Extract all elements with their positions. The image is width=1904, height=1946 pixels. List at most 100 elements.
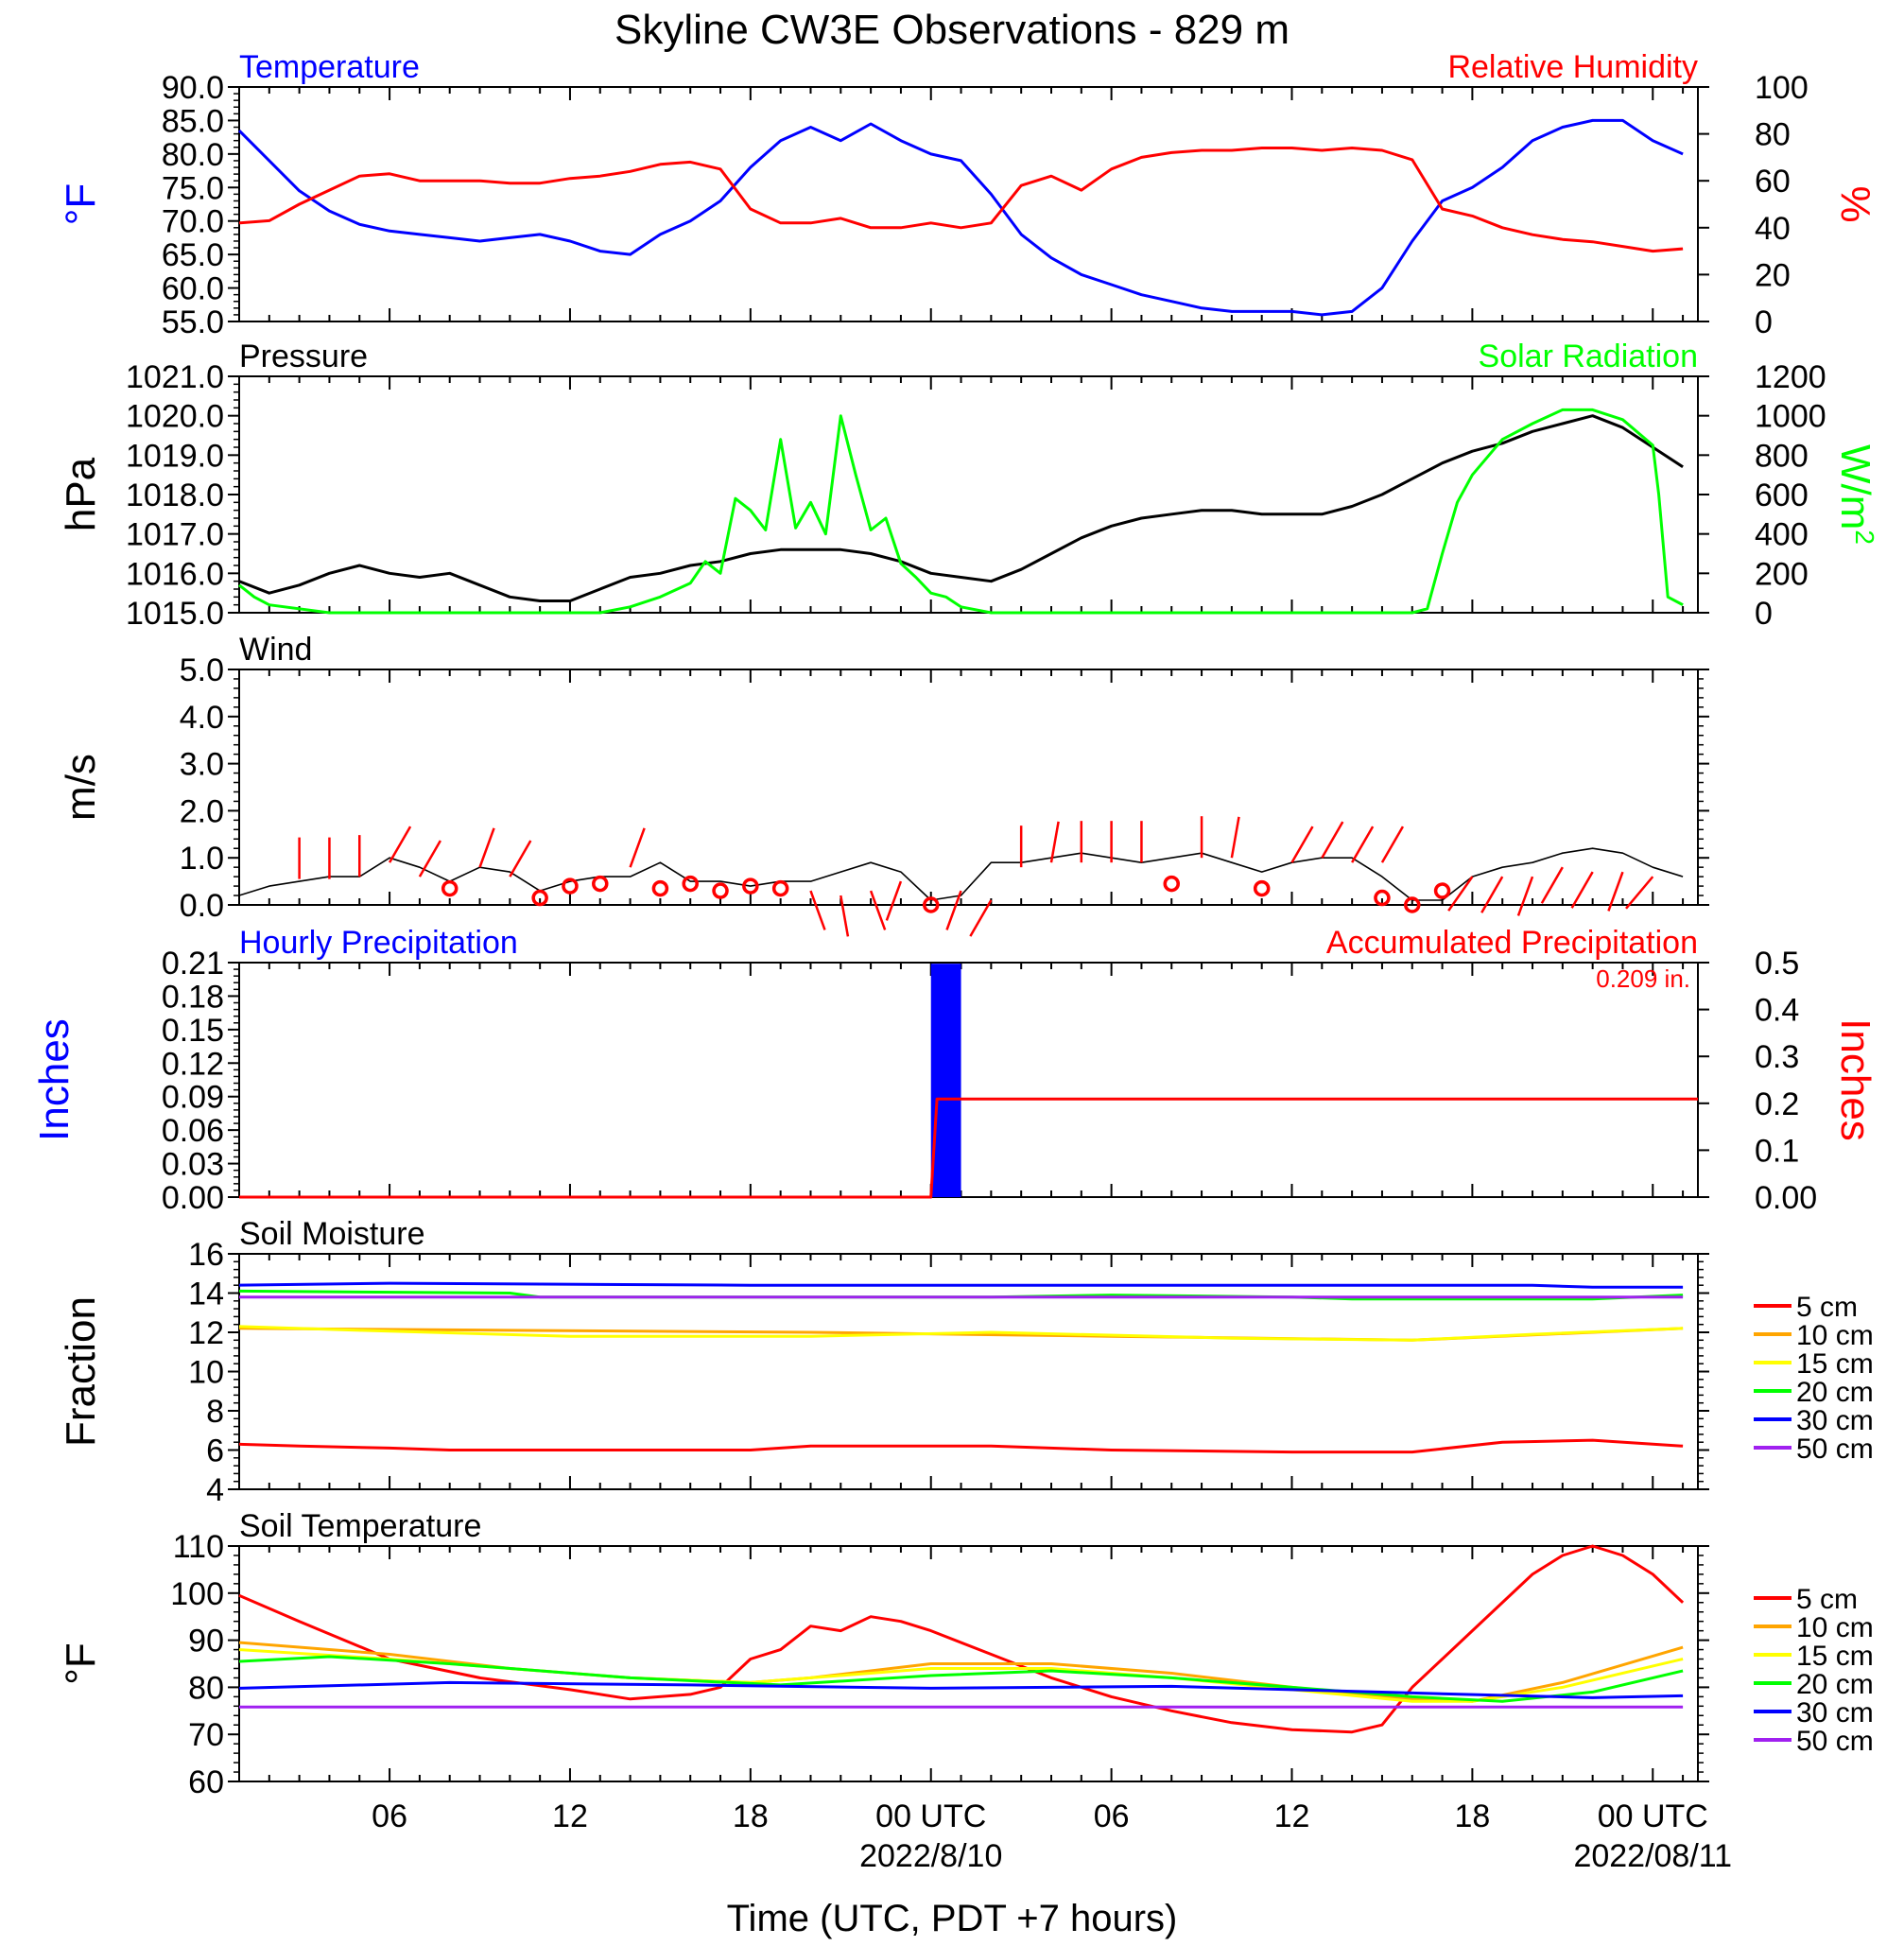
wind-barb — [1516, 876, 1534, 916]
wind-barb — [1380, 825, 1405, 863]
plot-frame — [238, 669, 1699, 906]
calm-wind-marker — [592, 875, 609, 893]
y-left-tick-label: 70.0 — [162, 204, 224, 240]
legend-label: 15 cm — [1796, 1348, 1874, 1380]
y-left-tick-label: 0.21 — [162, 946, 224, 982]
wind-barb — [1480, 876, 1504, 913]
y-left-axis-label: hPa — [58, 457, 104, 531]
x-tick-label: 00 UTC — [1598, 1798, 1708, 1834]
calm-wind-marker — [771, 879, 789, 897]
legend-label: 20 cm — [1796, 1669, 1874, 1700]
wind-barb — [418, 840, 441, 877]
y-left-tick-label: 1015.0 — [126, 596, 224, 632]
legend-label: 15 cm — [1796, 1641, 1874, 1672]
y-left-tick-label: 55.0 — [162, 304, 224, 340]
y-left-axis-label: m/s — [58, 754, 104, 821]
legend-label: 50 cm — [1796, 1433, 1874, 1465]
y-left-tick-label: 5.0 — [180, 652, 224, 688]
series-relative-humidity — [238, 147, 1684, 253]
y-left-tick-label: 2.0 — [180, 793, 224, 829]
wind-barb — [1321, 821, 1344, 859]
accum-total-annotation: 0.209 in. — [1596, 964, 1690, 993]
panel-temp_rh: 55.060.065.070.075.080.085.090.0 0 20 40 60 8… — [58, 49, 1878, 340]
plot-frame — [238, 1253, 1699, 1490]
y-left-tick-label: 0.03 — [162, 1147, 224, 1183]
y-left-tick-label: 10 — [188, 1355, 224, 1391]
y-right-tick-label: 0 — [1755, 304, 1773, 340]
y-left-tick-label: 110 — [173, 1529, 224, 1565]
y-left-axis-label: °F — [58, 1642, 104, 1684]
calm-wind-marker — [712, 882, 729, 899]
calm-wind-marker — [922, 896, 940, 913]
y-right-tick-label: 0.2 — [1755, 1086, 1799, 1122]
chart-title: Skyline CW3E Observations - 829 m — [614, 7, 1290, 53]
series-20-cm — [238, 1289, 1684, 1301]
calm-wind-marker — [531, 889, 548, 907]
y-right-tick-label: 80 — [1755, 117, 1791, 153]
y-right-tick-label: 0 — [1755, 596, 1773, 632]
legend-label: 10 cm — [1796, 1612, 1874, 1643]
wind-barb — [1230, 816, 1240, 859]
y-left-tick-label: 4.0 — [180, 700, 224, 736]
legend-label: 50 cm — [1796, 1726, 1874, 1757]
plot-frame — [238, 86, 1699, 322]
y-left-tick-label: 1.0 — [180, 841, 224, 877]
legend-label: 30 cm — [1796, 1405, 1874, 1436]
y-left-tick-label: 0.15 — [162, 1013, 224, 1049]
panel-precip: 0.000.030.060.090.120.150.180.210.000.10… — [31, 925, 1878, 1216]
y-left-tick-label: 1018.0 — [126, 478, 224, 513]
x-tick-label: 18 — [1454, 1798, 1490, 1834]
y-left-tick-label: 80 — [188, 1670, 224, 1706]
panel-wind: 0.0 1.0 2.0 3.0 4.0 5.0 Wind m/s — [58, 632, 1709, 937]
wind-barb — [885, 880, 903, 921]
x-date-label: 2022/08/11 — [1573, 1838, 1732, 1874]
y-left-tick-label: 14 — [188, 1277, 224, 1312]
calm-wind-marker — [651, 879, 669, 897]
calm-wind-marker — [1163, 875, 1180, 893]
x-tick-label: 06 — [372, 1798, 407, 1834]
legend-label: 5 cm — [1796, 1584, 1858, 1615]
series-20-cm — [238, 1655, 1684, 1703]
x-tick-label: 06 — [1094, 1798, 1130, 1834]
legend-label: 30 cm — [1796, 1697, 1874, 1729]
plot-frame — [238, 1545, 1699, 1782]
legend-label: 20 cm — [1796, 1377, 1874, 1408]
y-right-tick-label: 100 — [1755, 70, 1809, 106]
legend-label: 10 cm — [1796, 1320, 1874, 1351]
calm-wind-marker — [1253, 879, 1271, 897]
y-left-tick-label: 8 — [206, 1394, 224, 1430]
series-pressure — [238, 414, 1684, 602]
wind-barb — [809, 890, 826, 930]
y-right-tick-label: 400 — [1755, 517, 1809, 553]
y-left-axis-label: Inches — [31, 1018, 78, 1141]
y-right-tick-label: 0.5 — [1755, 946, 1799, 982]
series-solar-radiation — [238, 408, 1684, 615]
panel-title-right: Solar Radiation — [1479, 339, 1698, 374]
calm-wind-marker — [1404, 896, 1421, 913]
y-left-tick-label: 0.18 — [162, 979, 224, 1015]
wind-barb — [1290, 825, 1314, 863]
y-left-tick-label: 0.12 — [162, 1046, 224, 1082]
y-right-tick-label: 0.3 — [1755, 1039, 1799, 1075]
y-left-tick-label: 12 — [188, 1315, 224, 1351]
x-tick-label: 12 — [1274, 1798, 1310, 1834]
wind-barb — [1625, 876, 1654, 910]
y-right-axis-label: % — [1832, 185, 1878, 222]
y-left-tick-label: 4 — [206, 1472, 224, 1508]
y-left-tick-label: 60.0 — [162, 271, 224, 307]
wind-barb — [1607, 871, 1624, 912]
x-tick-label: 18 — [733, 1798, 769, 1834]
y-left-tick-label: 90.0 — [162, 70, 224, 106]
wind-barb — [839, 895, 850, 937]
panel-title-left: Soil Moisture — [239, 1216, 425, 1252]
x-axis-title: Time (UTC, PDT +7 hours) — [727, 1898, 1178, 1939]
y-left-tick-label: 80.0 — [162, 137, 224, 173]
calm-wind-marker — [1374, 889, 1391, 907]
y-right-tick-label: 0.1 — [1755, 1133, 1799, 1169]
wind-barb — [1540, 866, 1564, 904]
y-left-tick-label: 85.0 — [162, 103, 224, 139]
y-right-tick-label: 0.00 — [1755, 1180, 1817, 1216]
wind-barb — [629, 827, 646, 868]
